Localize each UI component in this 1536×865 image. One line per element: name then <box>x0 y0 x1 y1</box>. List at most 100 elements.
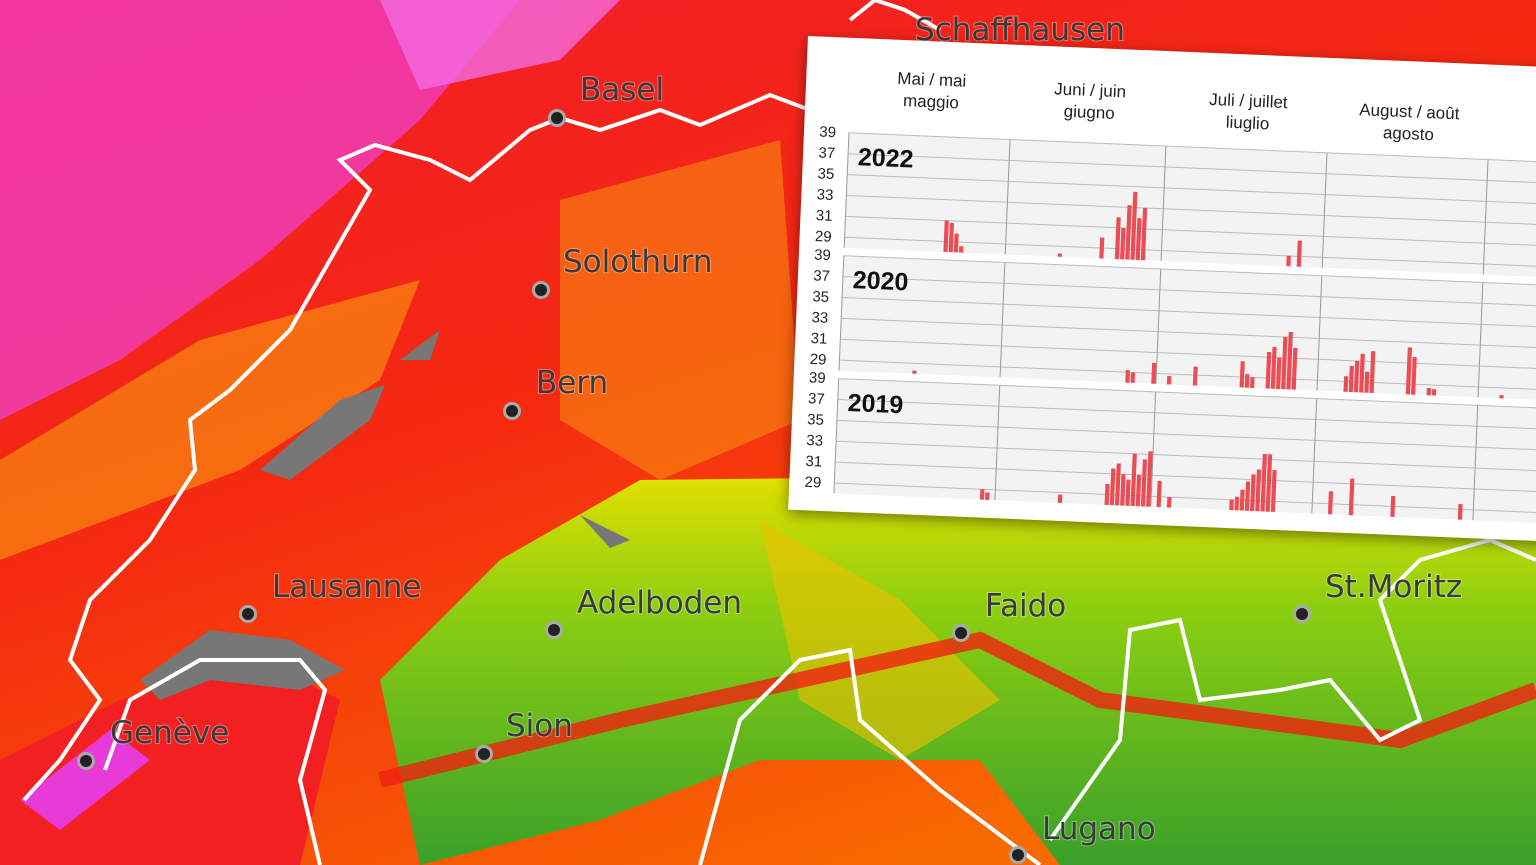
bar <box>1120 227 1126 260</box>
bar <box>1192 366 1198 386</box>
bar <box>1239 361 1245 388</box>
month-divider <box>1160 146 1167 262</box>
month-divider <box>1482 159 1489 275</box>
bar <box>1405 347 1412 395</box>
year-label: 2019 <box>847 389 904 419</box>
bar <box>1296 240 1302 267</box>
bar <box>1130 191 1138 260</box>
warm-band <box>0 280 420 560</box>
grid-line <box>834 482 1536 514</box>
bar <box>1151 362 1157 384</box>
city-label: Basel <box>580 72 664 108</box>
city-label: St.Moritz <box>1325 569 1462 605</box>
bar <box>1265 351 1272 389</box>
city-dot <box>548 624 560 636</box>
y-tick-label: 29 <box>815 228 832 246</box>
panel <box>839 255 1536 401</box>
bar <box>1120 474 1126 506</box>
y-tick-label: 37 <box>818 144 835 162</box>
bar <box>1125 205 1132 260</box>
bar <box>1135 474 1142 507</box>
month-divider <box>1004 139 1011 255</box>
hot-zone <box>0 0 520 420</box>
bar <box>979 489 985 500</box>
bar <box>1140 207 1148 261</box>
bar <box>1249 474 1256 512</box>
grid-line <box>846 194 1536 226</box>
month-divider <box>994 385 1001 501</box>
y-tick-label: 33 <box>811 309 828 327</box>
y-tick-label: 33 <box>806 432 823 450</box>
lake <box>140 630 345 700</box>
hot-zone <box>20 730 150 830</box>
bar <box>1281 336 1288 390</box>
bar <box>1364 371 1370 393</box>
month-divider <box>1477 282 1484 398</box>
bar <box>948 222 954 253</box>
bar <box>1125 370 1130 383</box>
y-tick-label: 35 <box>807 411 824 429</box>
month-label: liuglio <box>1225 113 1269 134</box>
y-tick-label: 31 <box>805 453 822 471</box>
bar <box>1255 469 1262 512</box>
warm-band <box>560 140 800 480</box>
y-tick-label: 37 <box>808 390 825 408</box>
city-label: Faido <box>985 588 1066 624</box>
grid-line <box>842 276 1536 308</box>
grid-line <box>836 440 1536 472</box>
y-tick-label: 29 <box>809 351 826 369</box>
bar <box>1369 351 1376 393</box>
bar <box>1099 237 1105 259</box>
hot-zone <box>380 0 620 90</box>
lake <box>400 330 630 548</box>
grid-line <box>838 378 1536 410</box>
axis-line <box>838 255 845 371</box>
y-tick-label: 29 <box>804 474 821 492</box>
grid-line <box>835 461 1536 493</box>
city-label: Bern <box>536 365 608 401</box>
bar <box>1229 499 1234 511</box>
y-tick-label: 39 <box>809 369 826 387</box>
bar <box>1109 468 1116 506</box>
city-dot <box>955 627 967 639</box>
year-label: 2020 <box>852 266 909 296</box>
bar <box>1286 255 1291 267</box>
bar <box>1431 389 1437 396</box>
bar <box>1057 253 1063 257</box>
y-tick-label: 31 <box>810 330 827 348</box>
month-divider <box>1155 268 1162 384</box>
y-tick-label: 39 <box>814 246 831 264</box>
grid-line <box>847 174 1536 206</box>
bar <box>1499 395 1504 399</box>
city-dot <box>80 755 92 767</box>
city-dot <box>551 112 563 124</box>
bar <box>958 246 964 253</box>
bar <box>1114 217 1121 260</box>
warm-band <box>760 520 1000 760</box>
y-tick-label: 37 <box>813 267 830 285</box>
bar <box>1156 480 1162 508</box>
bar <box>953 233 959 253</box>
month-divider <box>999 262 1006 378</box>
city-label: Genève <box>110 715 229 751</box>
bar <box>1130 453 1137 507</box>
bar <box>1166 496 1172 508</box>
month-label: giugno <box>1063 102 1115 123</box>
bar <box>1140 459 1148 507</box>
city-dot <box>242 608 254 620</box>
bar <box>985 492 990 500</box>
bar <box>1265 454 1273 512</box>
bar <box>1135 218 1142 261</box>
bar <box>1411 356 1417 395</box>
chart-inset: Mai / mai maggio Juni / juin giugno Juli / j… <box>788 36 1536 542</box>
city-dot <box>535 284 547 296</box>
bar <box>1166 375 1172 385</box>
month-divider <box>1150 391 1157 507</box>
border <box>22 92 811 802</box>
month-divider <box>1316 275 1323 391</box>
bar <box>912 370 917 374</box>
month-label: Mai / mai <box>897 69 967 91</box>
bar <box>1286 331 1293 390</box>
bar <box>1291 347 1298 390</box>
